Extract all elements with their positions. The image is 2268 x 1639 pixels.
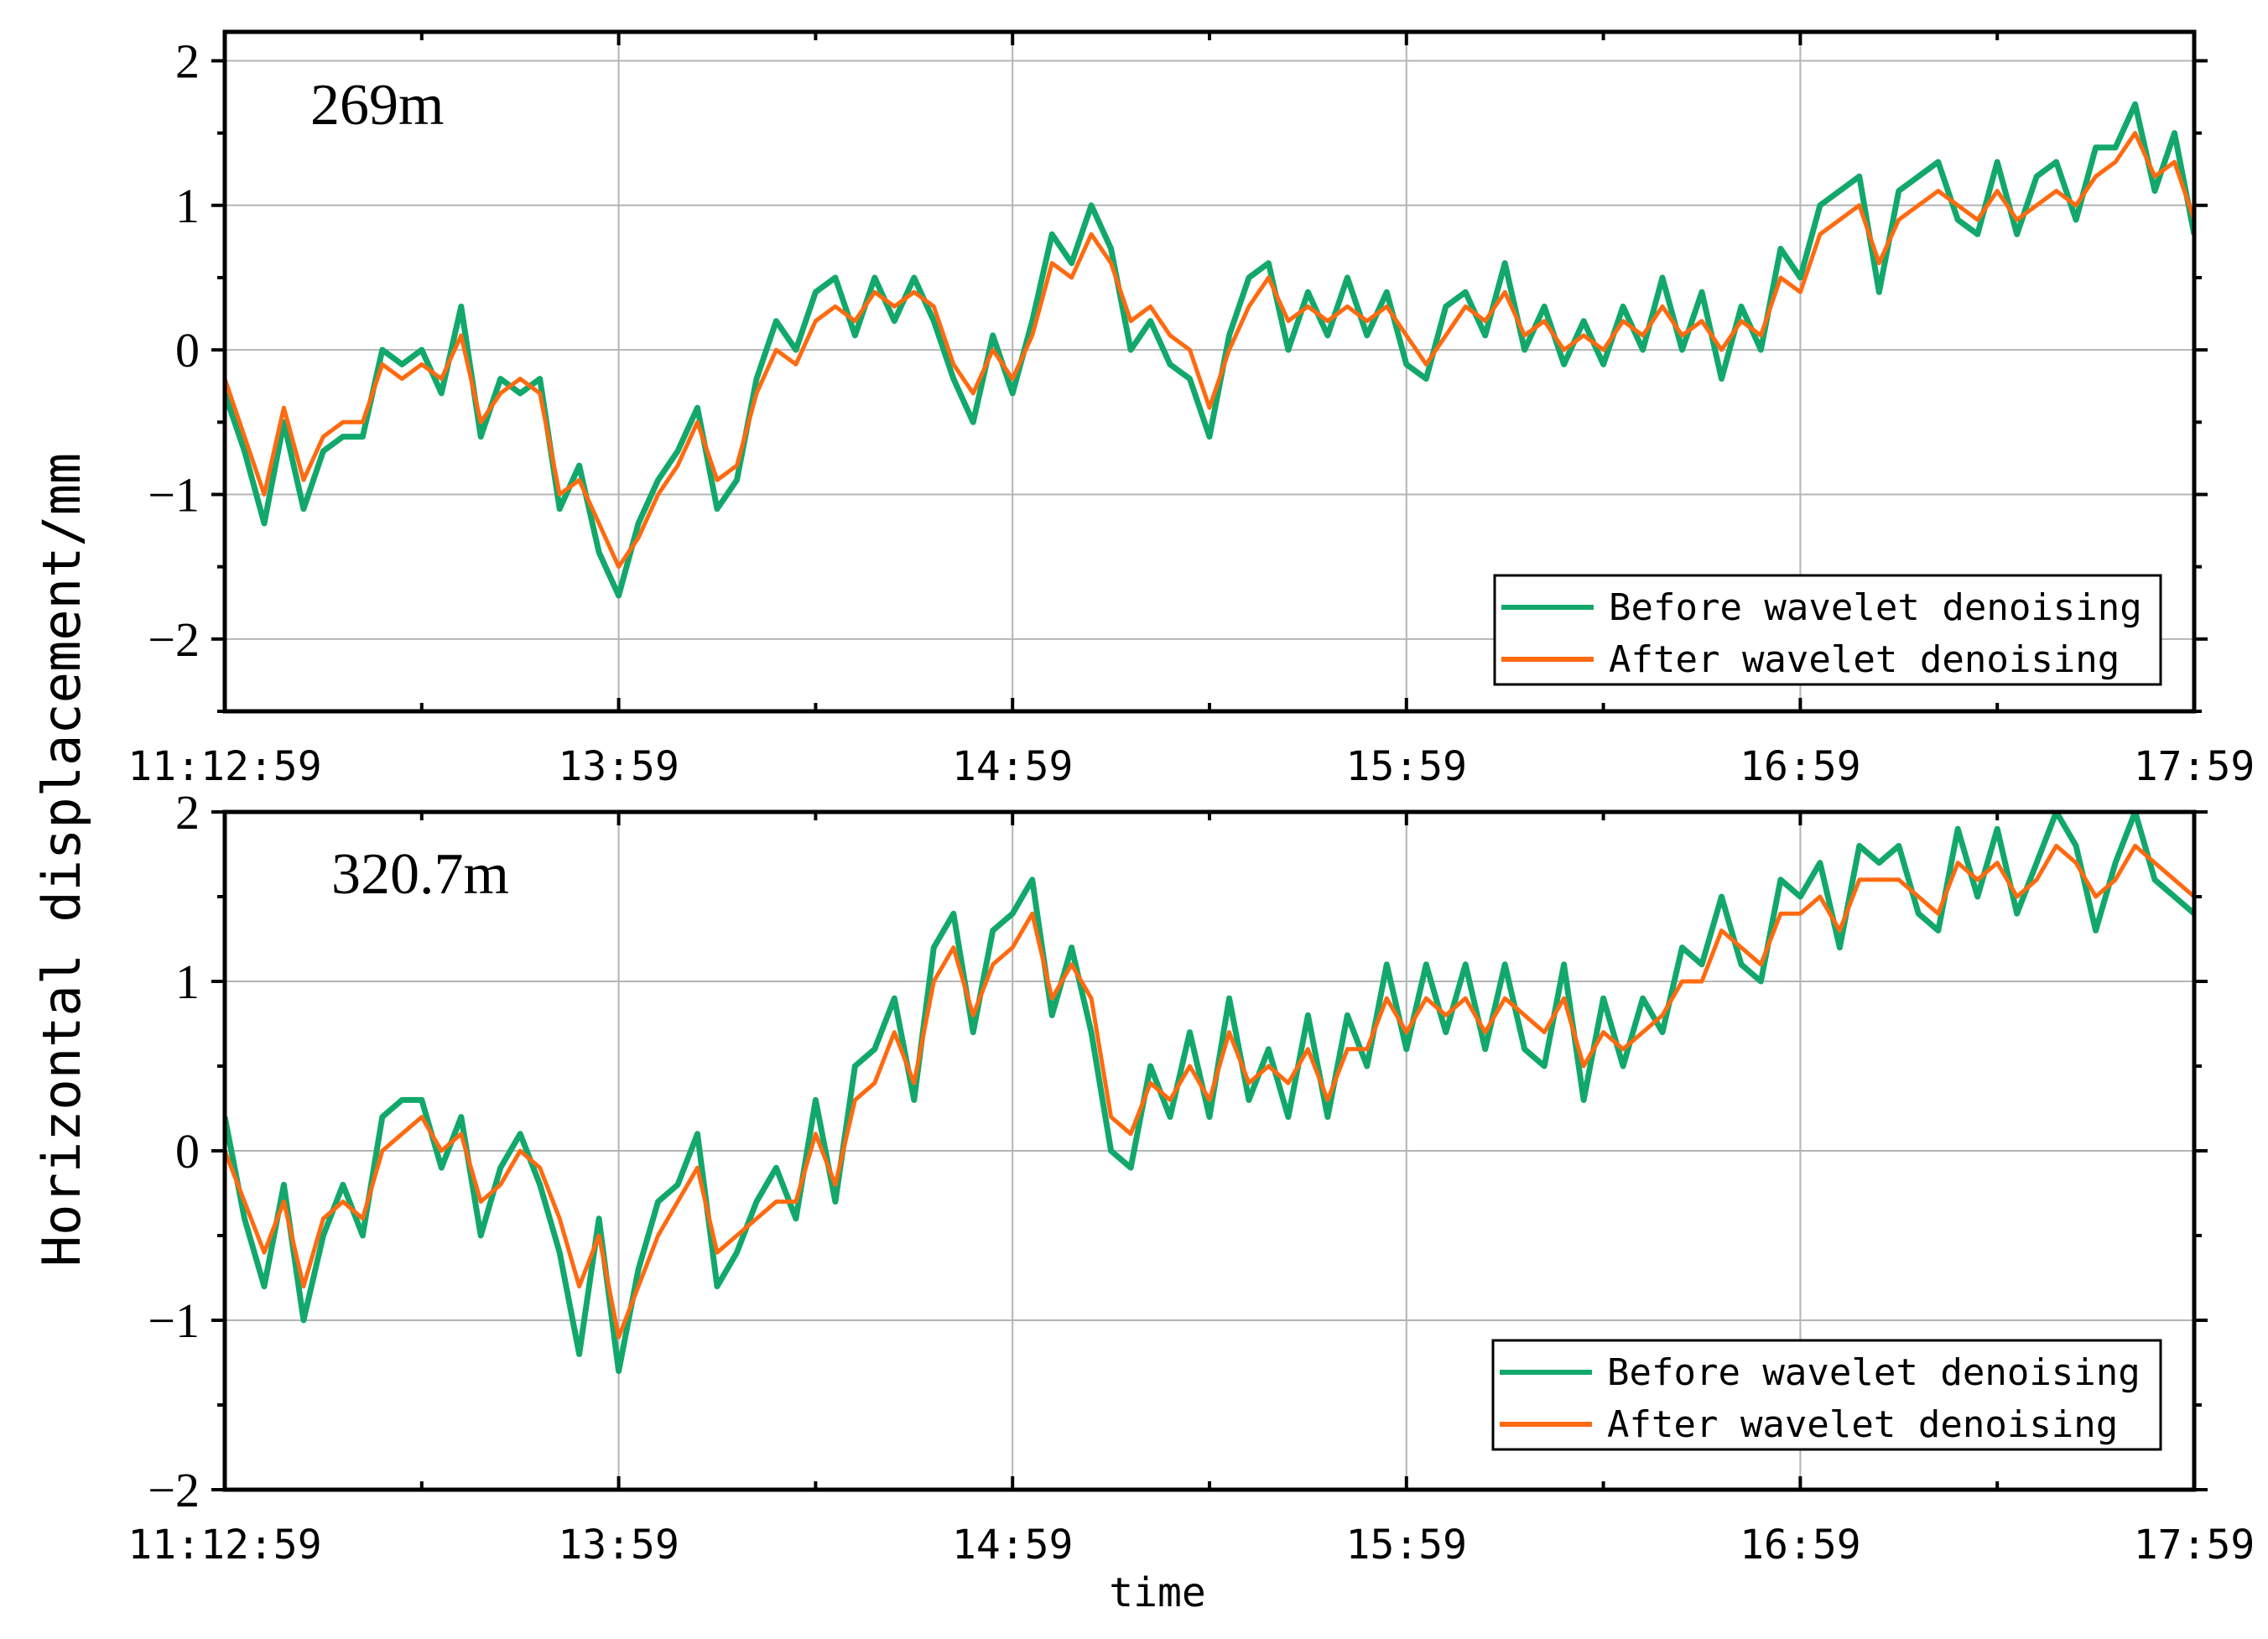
y-tick-label: 1	[175, 955, 200, 1009]
y-tick-label: 0	[175, 323, 200, 377]
panel-top: −2 −1 0 1 2 11:12:59 13:59 14:59 15:59 16:59 17:59…	[127, 29, 2255, 790]
series-line-after	[225, 843, 2194, 1340]
panel-label: 269m	[310, 73, 444, 138]
x-tick-label: 13:59	[558, 743, 679, 790]
x-axis-title: time	[1109, 1569, 1206, 1616]
x-tick-label: 14:59	[952, 1522, 1074, 1569]
y-tick-label: 1	[175, 179, 200, 233]
y-tick-label: 2	[175, 34, 200, 88]
legend: Before wavelet denoising After wavelet de…	[1493, 574, 2162, 686]
legend-label: After wavelet denoising	[1607, 1403, 2118, 1446]
x-tick-label: 11:12:59	[127, 743, 321, 790]
legend: Before wavelet denoising After wavelet de…	[1491, 1339, 2162, 1451]
y-tick-label: 0	[175, 1124, 200, 1179]
y-tick-label: −1	[148, 467, 200, 522]
legend-box	[1491, 1339, 2162, 1451]
panel-bottom: −2 −1 0 1 2 11:12:59 13:59 14:59 15:59 16:59 17:59…	[127, 785, 2255, 1569]
y-tick-label: −2	[148, 612, 200, 667]
legend-label: After wavelet denoising	[1609, 638, 2120, 681]
y-axis-title: Horizontal displacement/mm	[31, 453, 92, 1267]
x-tick-label: 17:59	[2134, 743, 2255, 790]
series-line-after	[225, 131, 2194, 570]
x-tick-label: 13:59	[558, 1522, 679, 1569]
series-line-before	[225, 812, 2194, 1375]
x-tick-label: 16:59	[1740, 743, 1861, 790]
y-tick-label: −2	[148, 1463, 200, 1517]
legend-label: Before wavelet denoising	[1609, 586, 2142, 629]
x-tick-label: 16:59	[1740, 1522, 1861, 1569]
x-tick-label: 17:59	[2134, 1522, 2255, 1569]
y-tick-label: 2	[175, 785, 200, 840]
x-tick-label: 14:59	[952, 743, 1074, 790]
legend-box	[1493, 574, 2162, 686]
x-tick-label: 11:12:59	[127, 1522, 321, 1569]
legend-label: Before wavelet denoising	[1607, 1351, 2141, 1394]
y-tick-label: −1	[148, 1293, 200, 1348]
panel-label: 320.7m	[331, 842, 509, 907]
x-tick-label: 15:59	[1346, 1522, 1468, 1569]
x-tick-label: 15:59	[1346, 743, 1468, 790]
